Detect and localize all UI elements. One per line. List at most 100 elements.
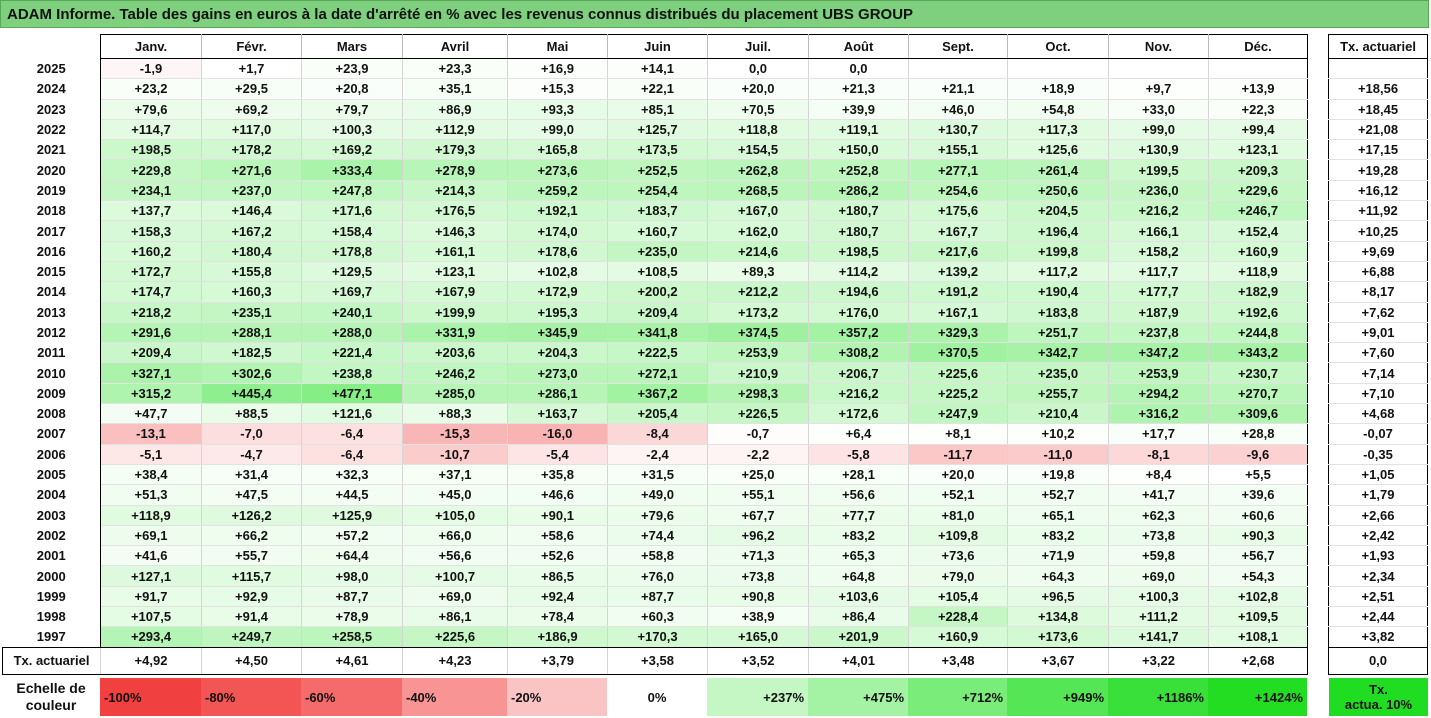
gain-cell: -5,1 <box>100 444 202 465</box>
tx-actuariel-row: Tx. actuariel +4,92 +4,50 +4,61 +4,23 +3,79 +3… <box>2 646 1308 675</box>
gain-cell: -9,6 <box>1208 444 1308 465</box>
gain-cell: +244,8 <box>1208 322 1308 344</box>
tx-actuariel-value <box>1328 58 1428 80</box>
gain-cell: +271,6 <box>201 159 302 181</box>
gain-cell: +69,1 <box>100 525 202 547</box>
gain-cell: +91,7 <box>100 586 202 608</box>
year-cell: 2025 <box>2 58 101 79</box>
gain-cell: +123,1 <box>402 261 508 283</box>
tx-actuariel-label: Tx. actuariel <box>2 646 101 675</box>
gain-cell: +28,8 <box>1208 423 1308 445</box>
table-row: 2025 -1,9 +1,7 +23,9 +23,3 +16,9 +14,1 0,0 0,0 <box>2 58 1308 80</box>
gain-cell: +191,2 <box>908 281 1008 303</box>
gain-cell: +345,9 <box>507 322 608 344</box>
gain-cell: +55,7 <box>201 545 302 567</box>
gain-cell: +150,0 <box>808 139 909 161</box>
color-scale: Echelle de couleur -100% -80% -60% -40% -20% 0… <box>2 678 1307 716</box>
gain-cell: +172,9 <box>507 281 608 303</box>
table-row: 2023 +79,6 +69,2 +79,7 +86,9 +93,3 +85,1 +70,5 +… <box>2 99 1308 120</box>
gain-cell: +154,5 <box>707 139 809 161</box>
side-row: +18,45 <box>1328 99 1428 120</box>
gain-cell: +178,6 <box>507 241 608 262</box>
month-header: Juil. <box>707 34 809 59</box>
gain-cell: +199,5 <box>1108 159 1209 181</box>
tx-actuariel-value: +1,79 <box>1328 484 1428 506</box>
gain-cell: -0,7 <box>707 423 809 445</box>
color-scale-label-line2: couleur <box>25 697 77 713</box>
gain-cell: +166,1 <box>1108 220 1209 242</box>
gain-cell: +17,7 <box>1108 423 1209 445</box>
gain-cell: +230,7 <box>1208 362 1308 384</box>
gain-cell: +229,6 <box>1208 180 1308 202</box>
gain-cell <box>908 58 1008 80</box>
gain-cell: +109,8 <box>908 525 1008 547</box>
year-cell: 2010 <box>2 362 101 384</box>
gain-cell: +146,3 <box>402 220 508 242</box>
gain-cell: +9,7 <box>1108 78 1209 100</box>
side-row: +4,68 <box>1328 403 1428 425</box>
gain-cell: +57,2 <box>301 525 403 547</box>
gain-cell: +47,5 <box>201 484 302 506</box>
color-scale-stop: +1424% <box>1208 678 1307 716</box>
gain-cell: +37,1 <box>402 464 508 486</box>
tx-actua-legend-line2: actua. 10% <box>1344 697 1413 712</box>
month-header: Oct. <box>1007 34 1109 59</box>
gain-cell: +69,0 <box>1108 565 1209 587</box>
gain-cell: -6,4 <box>301 444 403 465</box>
gain-cell: +44,5 <box>301 484 403 506</box>
table-row: 2005 +38,4 +31,4 +32,3 +37,1 +35,8 +31,5 +25,0 +… <box>2 464 1308 486</box>
color-scale-stop: +237% <box>707 678 808 716</box>
gain-cell: 0,0 <box>808 58 909 80</box>
gain-cell: +125,6 <box>1007 139 1109 161</box>
gain-cell: +254,4 <box>607 180 708 202</box>
gain-cell: +315,2 <box>100 383 202 405</box>
table-row: 2013 +218,2 +235,1 +240,1 +199,9 +195,3 +209,4… <box>2 302 1308 323</box>
gain-cell: +32,3 <box>301 464 403 486</box>
gain-cell: +19,8 <box>1007 464 1109 486</box>
gain-cell: +341,8 <box>607 322 708 344</box>
gain-cell: +20,8 <box>301 78 403 100</box>
tx-actuariel-cell: +3,48 <box>908 646 1008 675</box>
gain-cell: +127,1 <box>100 565 202 587</box>
gain-cell: -15,3 <box>402 423 508 445</box>
gain-cell: +218,2 <box>100 302 202 323</box>
gain-cell: +204,3 <box>507 342 608 364</box>
gain-cell: +130,9 <box>1108 139 1209 161</box>
color-scale-stop: 0% <box>607 678 707 716</box>
color-scale-stop: +949% <box>1007 678 1108 716</box>
gain-cell: +251,7 <box>1007 322 1109 344</box>
gain-cell: +204,5 <box>1007 200 1109 222</box>
gain-cell: +209,4 <box>100 342 202 364</box>
gain-cell: +203,6 <box>402 342 508 364</box>
tx-actua-legend-line1: Tx. <box>1369 682 1388 697</box>
gain-cell: +247,8 <box>301 180 403 202</box>
gain-cell: +29,5 <box>201 78 302 100</box>
gain-cell: +25,0 <box>707 464 809 486</box>
tx-actuariel-cell: +3,67 <box>1007 646 1109 675</box>
gain-cell: +96,5 <box>1007 586 1109 608</box>
gain-cell: +134,8 <box>1007 606 1109 628</box>
gain-cell: +173,5 <box>607 139 708 161</box>
gain-cell: +28,1 <box>808 464 909 486</box>
side-row: +7,14 <box>1328 362 1428 384</box>
gain-cell: +205,4 <box>607 403 708 425</box>
tx-actuariel-table: Tx. actuariel +18,56 +18,45 +21,08 +17,15 +19… <box>1328 34 1428 675</box>
gain-cell: +259,2 <box>507 180 608 202</box>
gain-cell <box>1108 58 1209 80</box>
gain-cell: +167,2 <box>201 220 302 242</box>
table-row: 2002 +69,1 +66,2 +57,2 +66,0 +58,6 +74,4 +96,2 +… <box>2 525 1308 547</box>
gain-cell: +342,7 <box>1007 342 1109 364</box>
gain-cell: -5,8 <box>808 444 909 465</box>
gain-cell: +126,2 <box>201 505 302 526</box>
gain-cell: +79,7 <box>301 99 403 120</box>
gain-cell: +162,0 <box>707 220 809 242</box>
gain-cell: +21,1 <box>908 78 1008 100</box>
gain-cell: +55,1 <box>707 484 809 506</box>
gain-cell: +129,5 <box>301 261 403 283</box>
gain-cell: +8,4 <box>1108 464 1209 486</box>
gain-cell: +174,0 <box>507 220 608 242</box>
tx-actuariel-cell: +4,61 <box>301 646 403 675</box>
gain-cell: +58,6 <box>507 525 608 547</box>
gain-cell: +160,9 <box>1208 241 1308 262</box>
gain-cell: +66,0 <box>402 525 508 547</box>
